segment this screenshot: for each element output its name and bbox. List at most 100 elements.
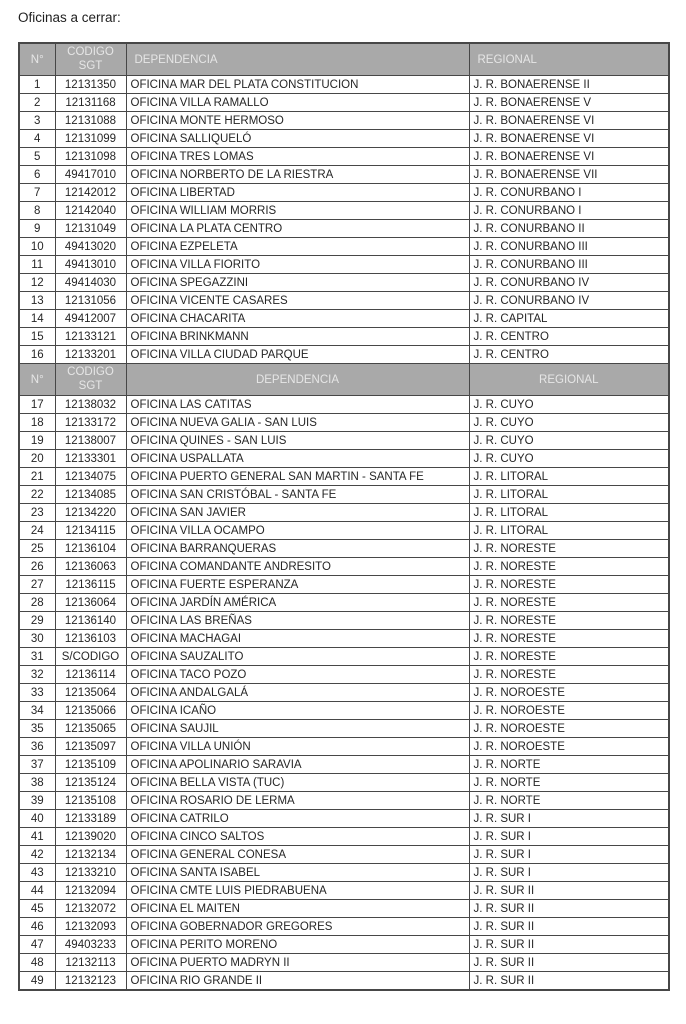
cell-number: 17 — [18, 395, 56, 414]
cell-regional: J. R. CENTRO — [468, 345, 670, 364]
table-row: 15 12133121 OFICINA BRINKMANN J. R. CENT… — [18, 327, 670, 346]
table-row: 14 49412007 OFICINA CHACARITA J. R. CAPI… — [18, 309, 670, 328]
cell-dependencia: OFICINA WILLIAM MORRIS — [125, 201, 470, 220]
cell-codigo-sgt: 12136103 — [54, 629, 127, 648]
table-row: 7 12142012 OFICINA LIBERTAD J. R. CONURB… — [18, 183, 670, 202]
cell-number: 42 — [18, 845, 56, 864]
cell-dependencia: OFICINA QUINES - SAN LUIS — [125, 431, 470, 450]
cell-codigo-sgt: 12138032 — [54, 395, 127, 414]
col-header-number: N° — [18, 363, 56, 396]
cell-dependencia: OFICINA VILLA OCAMPO — [125, 521, 470, 540]
cell-dependencia: OFICINA SAUZALITO — [125, 647, 470, 666]
cell-regional: J. R. CUYO — [468, 431, 670, 450]
cell-number: 29 — [18, 611, 56, 630]
cell-dependencia: OFICINA SAN CRISTÓBAL - SANTA FE — [125, 485, 470, 504]
cell-dependencia: OFICINA COMANDANTE ANDRESITO — [125, 557, 470, 576]
cell-dependencia: OFICINA VILLA RAMALLO — [125, 93, 470, 112]
cell-regional: J. R. CAPITAL — [468, 309, 670, 328]
cell-regional: J. R. CONURBANO IV — [468, 273, 670, 292]
table-row: 39 12135108 OFICINA ROSARIO DE LERMA J. … — [18, 791, 670, 810]
cell-codigo-sgt: 12139020 — [54, 827, 127, 846]
cell-codigo-sgt: 12136063 — [54, 557, 127, 576]
cell-regional: J. R. NORESTE — [468, 647, 670, 666]
col-header-regional: REGIONAL — [468, 42, 670, 76]
cell-codigo-sgt: 12135097 — [54, 737, 127, 756]
cell-regional: J. R. SUR II — [468, 953, 670, 972]
table-row: 24 12134115 OFICINA VILLA OCAMPO J. R. L… — [18, 521, 670, 540]
cell-number: 48 — [18, 953, 56, 972]
cell-dependencia: OFICINA BELLA VISTA (TUC) — [125, 773, 470, 792]
cell-number: 27 — [18, 575, 56, 594]
cell-number: 26 — [18, 557, 56, 576]
cell-regional: J. R. BONAERENSE VI — [468, 129, 670, 148]
cell-number: 40 — [18, 809, 56, 828]
table-row: 18 12133172 OFICINA NUEVA GALIA - SAN LU… — [18, 413, 670, 432]
cell-number: 8 — [18, 201, 56, 220]
cell-codigo-sgt: 12136064 — [54, 593, 127, 612]
table-row: 16 12133201 OFICINA VILLA CIUDAD PARQUE … — [18, 345, 670, 364]
cell-regional: J. R. BONAERENSE II — [468, 75, 670, 94]
cell-regional: J. R. SUR II — [468, 917, 670, 936]
table-row: 49 12132123 OFICINA RIO GRANDE II J. R. … — [18, 971, 670, 991]
table-row: 44 12132094 OFICINA CMTE LUIS PIEDRABUEN… — [18, 881, 670, 900]
cell-codigo-sgt: 12132113 — [54, 953, 127, 972]
cell-dependencia: OFICINA SPEGAZZINI — [125, 273, 470, 292]
cell-regional: J. R. NORESTE — [468, 593, 670, 612]
cell-dependencia: OFICINA ROSARIO DE LERMA — [125, 791, 470, 810]
col-header-dependencia: DEPENDENCIA — [125, 42, 470, 76]
cell-regional: J. R. LITORAL — [468, 503, 670, 522]
cell-number: 32 — [18, 665, 56, 684]
cell-regional: J. R. CONURBANO III — [468, 237, 670, 256]
cell-number: 21 — [18, 467, 56, 486]
col-header-dependencia: DEPENDENCIA — [125, 363, 470, 396]
cell-codigo-sgt: 49413020 — [54, 237, 127, 256]
cell-number: 18 — [18, 413, 56, 432]
cell-number: 6 — [18, 165, 56, 184]
table-row: 37 12135109 OFICINA APOLINARIO SARAVIA J… — [18, 755, 670, 774]
col-header-number: N° — [18, 42, 56, 76]
table-row: 43 12133210 OFICINA SANTA ISABEL J. R. S… — [18, 863, 670, 882]
cell-codigo-sgt: 12133121 — [54, 327, 127, 346]
cell-number: 44 — [18, 881, 56, 900]
cell-codigo-sgt: 12132123 — [54, 971, 127, 991]
col-header-codigo-sgt: CODIGO SGT — [54, 42, 127, 76]
col-header-codigo-line2: SGT — [78, 379, 103, 392]
cell-dependencia: OFICINA ICAÑO — [125, 701, 470, 720]
cell-codigo-sgt: 12132134 — [54, 845, 127, 864]
cell-regional: J. R. NORESTE — [468, 665, 670, 684]
offices-table: N° CODIGO SGT DEPENDENCIA REGIONAL 1 121… — [18, 42, 670, 991]
cell-dependencia: OFICINA GENERAL CONESA — [125, 845, 470, 864]
cell-codigo-sgt: 12134115 — [54, 521, 127, 540]
cell-regional: J. R. CONURBANO I — [468, 183, 670, 202]
cell-number: 49 — [18, 971, 56, 991]
cell-regional: J. R. CONURBANO III — [468, 255, 670, 274]
cell-number: 39 — [18, 791, 56, 810]
cell-codigo-sgt: 12135109 — [54, 755, 127, 774]
cell-regional: J. R. SUR I — [468, 863, 670, 882]
cell-dependencia: OFICINA EZPELETA — [125, 237, 470, 256]
cell-regional: J. R. SUR I — [468, 845, 670, 864]
cell-dependencia: OFICINA JARDÍN AMÉRICA — [125, 593, 470, 612]
cell-number: 47 — [18, 935, 56, 954]
cell-dependencia: OFICINA GOBERNADOR GREGORES — [125, 917, 470, 936]
cell-regional: J. R. CUYO — [468, 449, 670, 468]
cell-regional: J. R. CONURBANO I — [468, 201, 670, 220]
cell-dependencia: OFICINA CHACARITA — [125, 309, 470, 328]
cell-dependencia: OFICINA NUEVA GALIA - SAN LUIS — [125, 413, 470, 432]
cell-number: 11 — [18, 255, 56, 274]
table-row: 30 12136103 OFICINA MACHAGAI J. R. NORES… — [18, 629, 670, 648]
table-row: 5 12131098 OFICINA TRES LOMAS J. R. BONA… — [18, 147, 670, 166]
cell-regional: J. R. BONAERENSE VI — [468, 147, 670, 166]
col-header-codigo-sgt: CODIGO SGT — [54, 363, 127, 396]
cell-codigo-sgt: 49412007 — [54, 309, 127, 328]
cell-dependencia: OFICINA SALLIQUELÓ — [125, 129, 470, 148]
table-row: 11 49413010 OFICINA VILLA FIORITO J. R. … — [18, 255, 670, 274]
cell-codigo-sgt: 12135124 — [54, 773, 127, 792]
cell-codigo-sgt: 12136114 — [54, 665, 127, 684]
cell-dependencia: OFICINA VILLA UNIÓN — [125, 737, 470, 756]
cell-dependencia: OFICINA MACHAGAI — [125, 629, 470, 648]
cell-regional: J. R. BONAERENSE V — [468, 93, 670, 112]
cell-number: 24 — [18, 521, 56, 540]
table-row: 13 12131056 OFICINA VICENTE CASARES J. R… — [18, 291, 670, 310]
cell-regional: J. R. NOROESTE — [468, 701, 670, 720]
